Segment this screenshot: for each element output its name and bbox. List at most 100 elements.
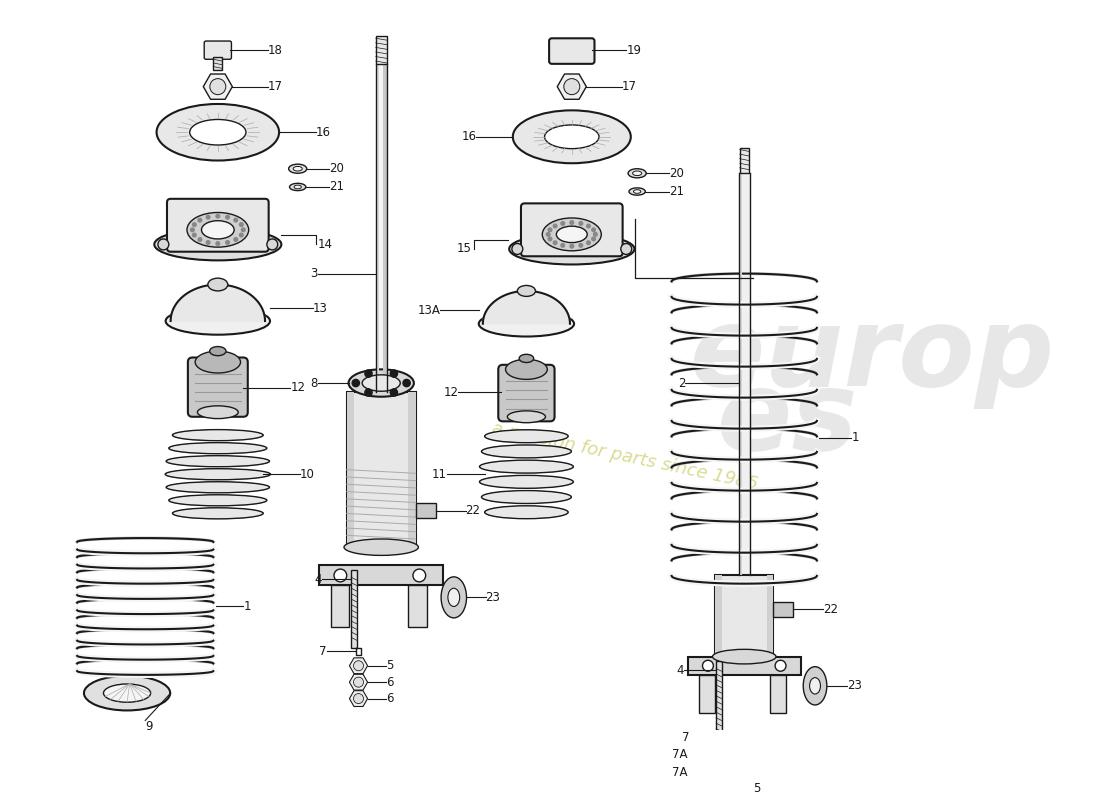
Ellipse shape (173, 508, 263, 519)
Bar (408, 392, 416, 547)
Text: 6: 6 (754, 798, 761, 800)
Ellipse shape (509, 234, 635, 265)
Circle shape (216, 242, 220, 246)
Ellipse shape (156, 104, 279, 161)
Ellipse shape (289, 183, 306, 190)
Ellipse shape (208, 278, 228, 291)
Circle shape (240, 234, 243, 237)
Circle shape (240, 222, 243, 226)
Text: 18: 18 (267, 44, 283, 57)
Ellipse shape (478, 311, 574, 337)
Ellipse shape (201, 221, 234, 239)
Text: a passion for parts since 1985: a passion for parts since 1985 (491, 419, 760, 493)
Bar (383, 64, 386, 392)
Text: 6: 6 (386, 676, 393, 689)
Circle shape (365, 370, 372, 378)
Ellipse shape (84, 676, 170, 710)
Ellipse shape (485, 430, 569, 442)
Text: 7: 7 (319, 645, 327, 658)
Circle shape (158, 239, 168, 250)
Circle shape (353, 661, 363, 670)
Bar (739, 148, 749, 174)
Bar (715, 574, 773, 657)
Circle shape (570, 245, 573, 248)
Bar (351, 570, 356, 647)
Circle shape (226, 215, 230, 219)
Text: es: es (717, 366, 858, 473)
Bar (331, 586, 350, 626)
Circle shape (207, 215, 210, 219)
Ellipse shape (482, 445, 571, 458)
Ellipse shape (349, 370, 414, 397)
Circle shape (207, 241, 210, 244)
Bar (739, 174, 750, 574)
Text: 3: 3 (310, 267, 318, 280)
Text: 1: 1 (243, 600, 251, 613)
Circle shape (190, 228, 195, 232)
Bar (346, 392, 354, 547)
Text: 16: 16 (462, 130, 476, 143)
Circle shape (403, 379, 410, 386)
Polygon shape (170, 285, 265, 321)
Circle shape (198, 218, 201, 222)
FancyBboxPatch shape (521, 203, 623, 256)
Ellipse shape (103, 684, 151, 702)
Ellipse shape (168, 442, 267, 454)
Text: 10: 10 (299, 468, 315, 481)
Circle shape (564, 78, 580, 94)
Ellipse shape (362, 375, 400, 391)
Text: 8: 8 (310, 377, 318, 390)
Ellipse shape (166, 456, 270, 466)
Ellipse shape (482, 490, 571, 503)
Bar (688, 657, 801, 675)
Text: 21: 21 (330, 181, 344, 194)
Text: 12: 12 (290, 381, 306, 394)
Text: europ: europ (690, 302, 1055, 409)
Circle shape (216, 214, 220, 218)
Ellipse shape (187, 213, 249, 247)
Ellipse shape (165, 469, 271, 480)
Text: 22: 22 (823, 602, 838, 616)
Bar (376, 64, 380, 392)
Circle shape (570, 221, 573, 224)
Bar (773, 602, 793, 617)
Circle shape (719, 767, 729, 778)
Bar (319, 566, 443, 586)
Ellipse shape (448, 588, 460, 606)
Circle shape (353, 677, 363, 687)
Text: 22: 22 (465, 504, 481, 518)
Ellipse shape (173, 430, 263, 441)
Text: 20: 20 (330, 162, 344, 175)
Text: 12: 12 (443, 386, 459, 398)
Ellipse shape (519, 354, 534, 362)
Ellipse shape (628, 169, 646, 178)
Bar (408, 586, 427, 626)
Text: 20: 20 (669, 166, 684, 180)
Ellipse shape (507, 411, 546, 422)
Ellipse shape (634, 190, 641, 194)
FancyBboxPatch shape (167, 199, 268, 252)
Circle shape (267, 239, 277, 250)
Polygon shape (483, 291, 570, 324)
Bar (213, 58, 222, 70)
Circle shape (547, 233, 550, 236)
Ellipse shape (629, 188, 646, 195)
Circle shape (703, 660, 714, 671)
Circle shape (548, 237, 552, 241)
Bar (715, 574, 722, 657)
Circle shape (234, 218, 238, 222)
Circle shape (561, 222, 564, 226)
Bar (346, 392, 416, 547)
Text: 23: 23 (485, 591, 501, 604)
Circle shape (334, 569, 346, 582)
Ellipse shape (294, 166, 302, 171)
Bar (716, 661, 722, 734)
Circle shape (561, 243, 564, 247)
Bar (770, 675, 786, 713)
Circle shape (198, 238, 201, 242)
Ellipse shape (294, 185, 301, 189)
Ellipse shape (210, 346, 225, 356)
Text: 7A: 7A (672, 748, 688, 761)
Text: 19: 19 (626, 44, 641, 57)
Circle shape (192, 234, 196, 237)
